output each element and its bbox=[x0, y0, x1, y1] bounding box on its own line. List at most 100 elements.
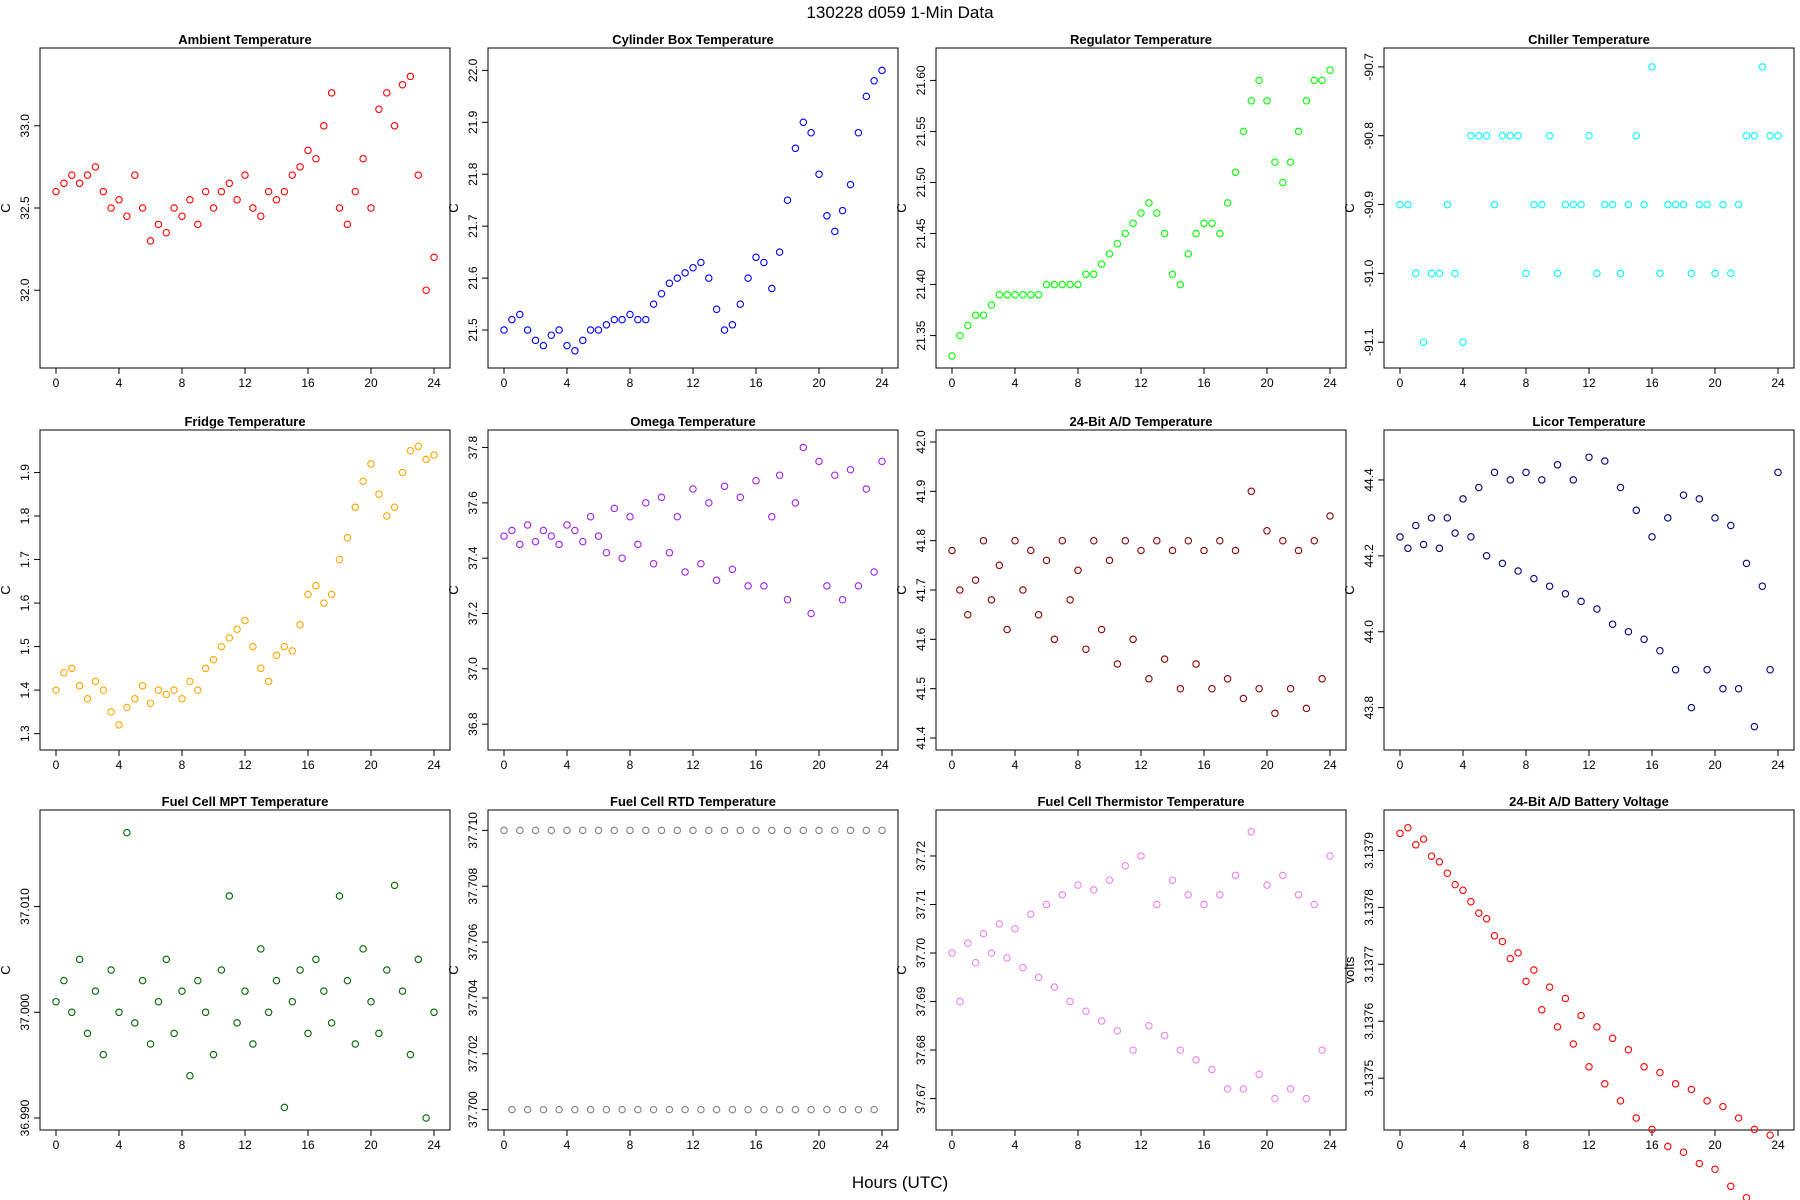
x-tick-label: 12 bbox=[1134, 1138, 1148, 1152]
data-point bbox=[233, 1019, 241, 1027]
data-point bbox=[312, 154, 320, 163]
data-point bbox=[1200, 900, 1208, 909]
data-point bbox=[1113, 1026, 1122, 1035]
data-point bbox=[249, 1040, 257, 1048]
data-point bbox=[1482, 915, 1491, 923]
data-point bbox=[186, 1071, 194, 1080]
data-point bbox=[201, 1008, 210, 1017]
y-tick-label: 1.3 bbox=[18, 725, 32, 742]
data-point bbox=[398, 987, 407, 995]
data-point bbox=[1648, 63, 1656, 71]
plot-frame bbox=[487, 809, 899, 1131]
data-point bbox=[878, 66, 886, 75]
data-point bbox=[705, 274, 713, 282]
x-tick-label: 16 bbox=[1645, 376, 1659, 390]
data-point bbox=[586, 512, 595, 521]
data-point bbox=[1467, 131, 1475, 140]
data-point bbox=[367, 460, 375, 468]
data-point bbox=[555, 326, 563, 334]
data-point bbox=[1711, 1165, 1719, 1173]
data-point bbox=[594, 532, 603, 540]
y-tick-label: 41.9 bbox=[914, 479, 928, 503]
data-point bbox=[602, 1105, 611, 1114]
data-point bbox=[571, 526, 579, 535]
data-point bbox=[1255, 684, 1263, 693]
data-point bbox=[987, 301, 996, 309]
data-point bbox=[1766, 131, 1774, 140]
data-point bbox=[1145, 675, 1153, 683]
data-point bbox=[1719, 1102, 1727, 1111]
x-tick-label: 12 bbox=[686, 376, 700, 390]
data-point bbox=[1750, 131, 1759, 140]
data-point bbox=[665, 548, 674, 557]
data-point bbox=[83, 695, 92, 703]
y-axis-label: C bbox=[0, 203, 13, 212]
data-point bbox=[783, 826, 792, 835]
y-tick-label: 44.0 bbox=[1362, 620, 1376, 644]
y-tick-label: 3.1376 bbox=[1362, 1003, 1376, 1040]
x-tick-label: 4 bbox=[116, 376, 123, 390]
data-point bbox=[1553, 1023, 1562, 1031]
data-point bbox=[775, 471, 784, 479]
data-point bbox=[799, 443, 808, 452]
data-point bbox=[304, 146, 312, 155]
x-tick-label: 0 bbox=[1397, 758, 1404, 772]
data-point bbox=[83, 1029, 92, 1038]
data-point bbox=[697, 559, 705, 568]
data-point bbox=[791, 144, 800, 153]
data-point bbox=[1279, 178, 1287, 187]
data-point bbox=[257, 212, 265, 220]
series-fuel-cell-thermistor-temperature bbox=[948, 827, 1334, 1103]
data-point bbox=[1121, 861, 1130, 870]
data-point bbox=[1271, 158, 1279, 166]
data-point bbox=[1263, 881, 1271, 889]
data-point bbox=[783, 196, 792, 204]
data-point bbox=[523, 1105, 532, 1114]
data-point bbox=[154, 686, 163, 694]
x-tick-label: 24 bbox=[427, 758, 441, 772]
data-point bbox=[1027, 291, 1035, 299]
data-point bbox=[209, 1050, 218, 1059]
x-tick-label: 8 bbox=[1075, 376, 1082, 390]
y-tick-label: 44.2 bbox=[1362, 544, 1376, 568]
data-point bbox=[320, 122, 328, 130]
data-point bbox=[987, 596, 996, 604]
data-point bbox=[1027, 910, 1035, 918]
data-point bbox=[1129, 635, 1137, 644]
data-point bbox=[1419, 835, 1428, 843]
x-tick-label: 16 bbox=[301, 1138, 315, 1152]
data-point bbox=[823, 582, 831, 590]
y-tick-label: 3.1378 bbox=[1362, 889, 1376, 926]
data-point bbox=[1742, 1193, 1751, 1200]
x-tick-label: 16 bbox=[1197, 1138, 1211, 1152]
data-point bbox=[414, 955, 423, 964]
x-tick-label: 0 bbox=[949, 1138, 956, 1152]
x-tick-label: 24 bbox=[875, 376, 889, 390]
data-point bbox=[264, 677, 273, 686]
data-point bbox=[1058, 891, 1067, 899]
data-point bbox=[1176, 1046, 1185, 1054]
data-point bbox=[594, 826, 603, 835]
data-point bbox=[131, 695, 139, 703]
data-point bbox=[383, 966, 391, 974]
data-point bbox=[649, 559, 658, 568]
y-tick-label: 3.1375 bbox=[1362, 1059, 1376, 1096]
x-tick-label: 20 bbox=[364, 376, 378, 390]
x-tick-label: 0 bbox=[53, 1138, 60, 1152]
x-tick-label: 8 bbox=[627, 758, 634, 772]
data-point bbox=[1695, 200, 1704, 209]
data-point bbox=[1451, 880, 1459, 889]
data-point bbox=[1443, 200, 1452, 209]
data-point bbox=[1090, 536, 1098, 545]
data-point bbox=[351, 1040, 360, 1048]
data-point bbox=[1514, 949, 1522, 957]
data-point bbox=[1687, 703, 1696, 712]
data-point bbox=[68, 664, 76, 673]
data-point bbox=[1703, 665, 1711, 674]
x-tick-label: 16 bbox=[1645, 758, 1659, 772]
y-tick-label: 37.68 bbox=[914, 1035, 928, 1065]
data-point bbox=[956, 331, 964, 340]
data-point bbox=[414, 171, 423, 179]
data-point bbox=[1766, 665, 1774, 674]
chart-title: Omega Temperature bbox=[630, 414, 755, 429]
